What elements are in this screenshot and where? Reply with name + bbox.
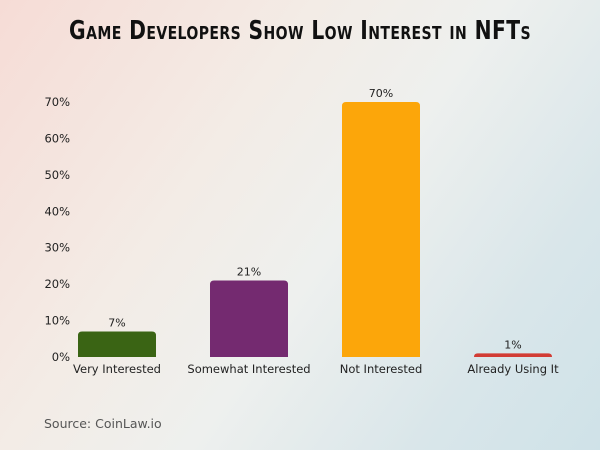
bar-not-interested — [342, 102, 420, 357]
bar-somewhat-interested — [210, 280, 288, 357]
y-tick-label: 10% — [44, 314, 70, 328]
x-category-label: Very Interested — [73, 362, 161, 376]
x-category-label: Already Using It — [467, 362, 559, 376]
source-note: Source: CoinLaw.io — [44, 416, 162, 431]
data-label: 1% — [504, 338, 521, 351]
y-tick-label: 30% — [44, 241, 70, 255]
x-category-label: Somewhat Interested — [187, 362, 310, 376]
x-category-label: Not Interested — [340, 362, 423, 376]
y-tick-label: 60% — [44, 131, 70, 145]
bar-already-using-it — [474, 353, 552, 357]
bar-very-interested — [78, 331, 156, 357]
y-tick-label: 50% — [44, 168, 70, 182]
y-tick-label: 0% — [52, 350, 70, 364]
chart-title: Game Developers Show Low Interest in NFT… — [69, 16, 531, 46]
y-tick-label: 20% — [44, 277, 70, 291]
y-tick-label: 70% — [44, 95, 70, 109]
data-label: 7% — [108, 317, 125, 330]
data-label: 21% — [237, 266, 261, 279]
data-label: 70% — [369, 87, 393, 100]
y-tick-label: 40% — [44, 204, 70, 218]
